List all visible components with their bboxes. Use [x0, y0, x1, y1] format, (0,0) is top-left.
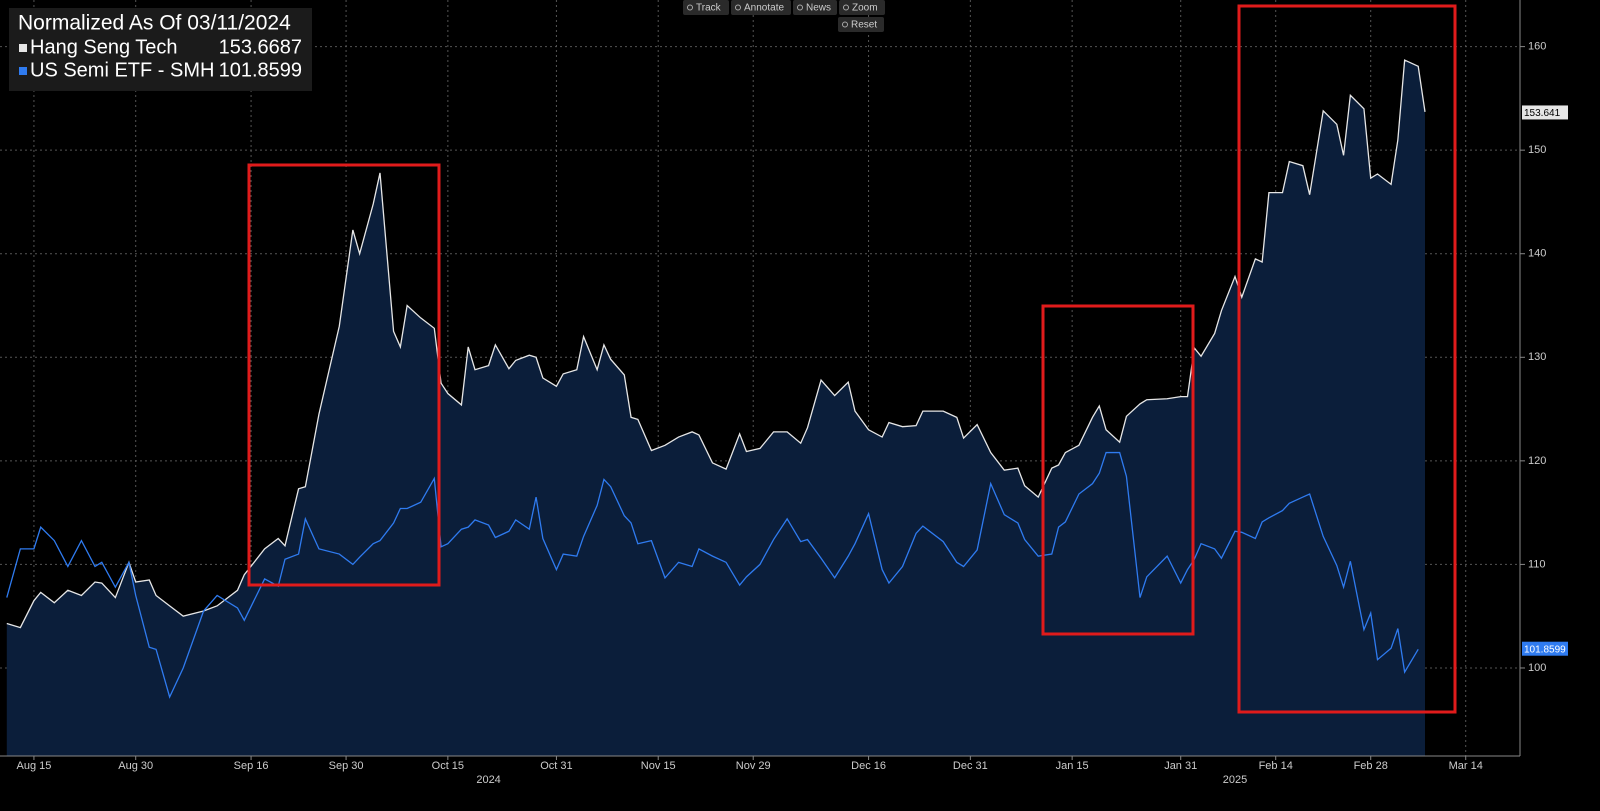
value-tag-bg — [1522, 641, 1568, 656]
x-tick-label: Dec 31 — [953, 760, 988, 772]
line — [6, 451, 1419, 699]
value-tag: 153.641 — [1522, 105, 1568, 120]
value-tag-label: 101.8599 — [1524, 644, 1566, 655]
x-tick-label: Nov 29 — [736, 760, 771, 772]
x-tick-label: Sep 16 — [234, 760, 269, 772]
x-tick-label: Feb 28 — [1354, 760, 1388, 772]
x-tick-label: Oct 15 — [432, 760, 464, 772]
legend-label: US Semi ETF - SMH — [30, 59, 214, 81]
toolbar-icon — [843, 4, 849, 11]
x-tick-label: Aug 30 — [118, 760, 153, 772]
y-tick-label: 100 — [1528, 662, 1546, 674]
value-tag-bg — [1522, 105, 1568, 120]
legend-swatch — [19, 44, 27, 52]
toolbar-button[interactable]: Annotate — [731, 0, 791, 15]
right-axis-panel — [1520, 0, 1600, 756]
year-label: 2025 — [1223, 774, 1247, 786]
toolbar-button[interactable]: Track — [683, 0, 729, 15]
year-label: 2024 — [476, 774, 500, 786]
x-tick-label: Mar 14 — [1449, 760, 1483, 772]
toolbar-icon — [797, 4, 803, 11]
legend-label: Hang Seng Tech — [30, 36, 178, 58]
y-tick-label: 150 — [1528, 144, 1546, 156]
x-tick-label: Jan 31 — [1164, 760, 1197, 772]
x-tick-label: Nov 15 — [641, 760, 676, 772]
x-tick-label: Dec 16 — [851, 760, 886, 772]
toolbar-button[interactable]: News — [793, 0, 837, 15]
toolbar-button-bg[interactable] — [839, 0, 885, 15]
toolbar-button-bg[interactable] — [683, 0, 729, 15]
y-tick-label: 140 — [1528, 248, 1546, 260]
y-tick-label: 160 — [1528, 41, 1546, 53]
toolbar-button[interactable]: Zoom — [839, 0, 885, 15]
legend-swatch — [19, 67, 27, 75]
line — [6, 59, 1426, 629]
toolbar-label[interactable]: Zoom — [852, 3, 878, 14]
highlight-box — [247, 163, 441, 587]
toolbar-label[interactable]: News — [806, 3, 831, 14]
toolbar-icon — [735, 4, 741, 11]
x-tick-label: Sep 30 — [329, 760, 364, 772]
toolbar-button-bg[interactable] — [838, 17, 884, 32]
highlight-box — [1237, 4, 1457, 714]
legend-title: Normalized As Of 03/11/2024 — [18, 12, 291, 35]
toolbar-label[interactable]: Reset — [851, 20, 877, 31]
y-tick-label: 130 — [1528, 351, 1546, 363]
x-tick-label: Feb 14 — [1259, 760, 1293, 772]
toolbar-label[interactable]: Track — [696, 3, 722, 14]
x-tick-label: Aug 15 — [16, 760, 51, 772]
legend-bg — [9, 8, 312, 91]
toolbar-icon — [687, 4, 693, 11]
toolbar-button[interactable]: Reset — [838, 17, 884, 32]
y-tick-label: 120 — [1528, 455, 1546, 467]
value-tag-label: 153.641 — [1524, 108, 1561, 119]
toolbar-button-bg[interactable] — [793, 0, 837, 15]
toolbar-icon — [842, 21, 848, 28]
area — [6, 60, 1425, 757]
legend-value: 153.6687 — [219, 36, 302, 58]
y-tick-label: 110 — [1528, 558, 1546, 570]
x-tick-label: Jan 15 — [1056, 760, 1089, 772]
highlight-box — [1041, 304, 1195, 636]
toolbar-button-bg[interactable] — [731, 0, 791, 15]
toolbar-label[interactable]: Annotate — [744, 3, 784, 14]
x-tick-label: Oct 31 — [540, 760, 572, 772]
legend-value: 101.8599 — [219, 59, 302, 81]
value-tag: 101.8599 — [1522, 641, 1568, 656]
